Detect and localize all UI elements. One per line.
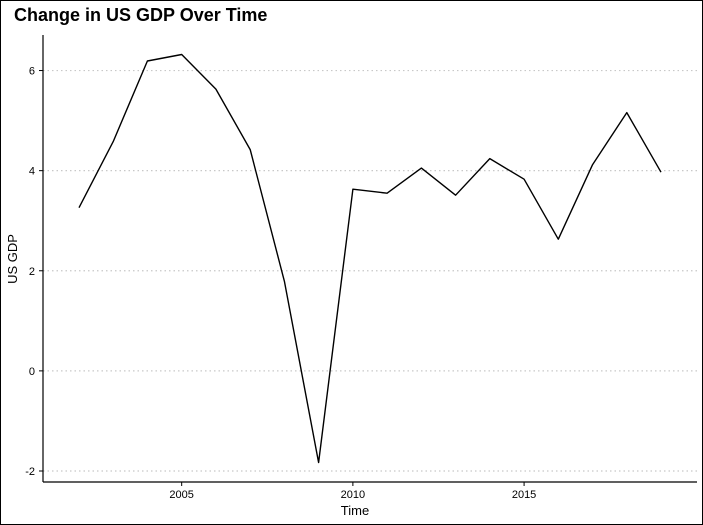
y-tick-label: 0 <box>29 366 35 378</box>
chart-title: Change in US GDP Over Time <box>14 5 268 25</box>
y-axis-label: US GDP <box>5 234 20 284</box>
x-tick-label: 2015 <box>512 489 536 501</box>
y-tick-label: 2 <box>29 266 35 278</box>
gridlines <box>43 69 697 472</box>
y-tick-label: 6 <box>29 66 35 78</box>
axes <box>39 35 697 486</box>
x-tick-label: 2010 <box>341 489 365 501</box>
series-group <box>78 53 662 464</box>
y-tick-label: -2 <box>25 466 35 478</box>
tick-labels: -2 0 2 4 6 2005 2010 2015 <box>25 66 536 501</box>
series-line-us-gdp <box>78 53 662 464</box>
y-tick-label: 4 <box>29 166 35 178</box>
x-tick-label: 2005 <box>169 489 193 501</box>
x-axis-label: Time <box>341 503 369 518</box>
